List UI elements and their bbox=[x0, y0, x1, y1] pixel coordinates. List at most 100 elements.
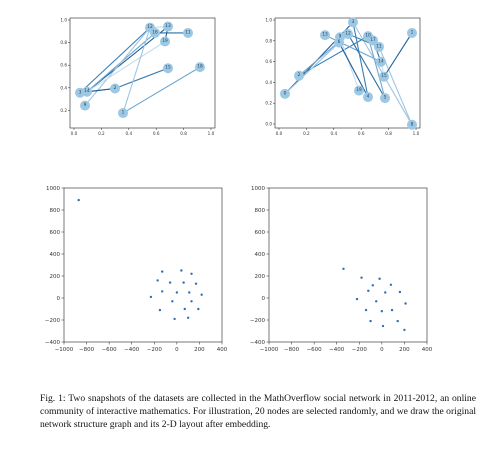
y-tick-label: 0.8 bbox=[60, 40, 67, 45]
y-tick-label: −400 bbox=[250, 340, 266, 346]
x-tick-label: 0.8 bbox=[180, 131, 187, 136]
graph-node-label: 10 bbox=[365, 33, 371, 39]
y-tick-label: 600 bbox=[50, 230, 61, 236]
x-tick-label: −200 bbox=[352, 347, 368, 353]
graph-edge bbox=[79, 27, 151, 94]
x-tick-label: 0.8 bbox=[385, 131, 392, 136]
axes-frame bbox=[268, 187, 428, 343]
x-tick-label: 0.0 bbox=[276, 131, 283, 136]
graph-node-label: 17 bbox=[370, 37, 376, 43]
y-tick-label: −400 bbox=[45, 340, 61, 346]
scatter-point bbox=[381, 324, 385, 328]
scatter-point bbox=[389, 283, 393, 286]
x-tick-label: 0.6 bbox=[153, 131, 160, 136]
y-tick-label: 0.2 bbox=[60, 108, 67, 113]
graph-node-label: 2 bbox=[114, 85, 117, 91]
scatter-point bbox=[160, 290, 164, 293]
graph-node-label: 5 bbox=[384, 95, 387, 101]
scatter-point bbox=[390, 308, 394, 312]
axes-frame bbox=[274, 17, 421, 129]
graph-node-label: 12 bbox=[345, 31, 351, 37]
graph-node-label: 1 bbox=[122, 110, 125, 116]
graph-edge bbox=[324, 34, 382, 63]
y-tick-label: 200 bbox=[255, 274, 266, 280]
scatter-point bbox=[194, 282, 198, 285]
scatter-point bbox=[182, 281, 185, 284]
scatter-point bbox=[364, 308, 368, 312]
x-tick-label: 200 bbox=[194, 347, 205, 353]
graph-node-label: 8 bbox=[411, 121, 414, 127]
graph-node-label: 15 bbox=[165, 65, 171, 71]
y-tick-label: 400 bbox=[255, 252, 266, 258]
x-tick-label: −400 bbox=[329, 347, 345, 353]
scatter-point bbox=[180, 269, 183, 272]
x-tick-label: −800 bbox=[79, 347, 95, 353]
graph-node-label: 11 bbox=[376, 43, 382, 49]
x-tick-label: −800 bbox=[284, 347, 300, 353]
y-tick-label: 0.6 bbox=[265, 59, 272, 64]
scatter-point bbox=[403, 328, 406, 332]
y-tick-label: 0.6 bbox=[60, 63, 67, 68]
scatter-point bbox=[197, 307, 200, 311]
graph-node-label: 3 bbox=[352, 19, 355, 25]
graph-node-label: 0 bbox=[284, 90, 287, 96]
scatter-point bbox=[186, 316, 190, 319]
scatter-point bbox=[190, 300, 193, 303]
graph-node-label: 18 bbox=[197, 64, 203, 70]
x-tick-label: 0.4 bbox=[330, 131, 337, 136]
graph-node-label: 16 bbox=[152, 29, 158, 35]
graph-edge bbox=[122, 66, 201, 114]
scatter-point bbox=[360, 276, 363, 279]
scatter-point bbox=[369, 319, 372, 323]
graph-node-label: 2 bbox=[298, 72, 301, 78]
scatter-point bbox=[396, 319, 399, 323]
graph-edge bbox=[383, 32, 413, 78]
y-tick-label: 0.4 bbox=[265, 80, 272, 85]
scatter-point bbox=[384, 291, 387, 294]
graph-node bbox=[348, 17, 358, 28]
graph-node bbox=[110, 83, 120, 94]
graph-node-label: 14 bbox=[84, 88, 90, 94]
y-tick-label: 600 bbox=[255, 230, 266, 236]
y-tick-label: 800 bbox=[50, 208, 61, 214]
scatter-point bbox=[168, 281, 172, 284]
graph-node-label: 12 bbox=[147, 24, 153, 30]
graph-node-label: 13 bbox=[322, 32, 328, 38]
graph-node bbox=[343, 29, 353, 40]
graph-edge bbox=[347, 33, 386, 99]
network-graph-right-svg: 1.0 0.8 0.6 0.4 0.2 0.0 0.0 0.2 0.4 0.6 0.8 1.0 3 13 9… bbox=[265, 17, 421, 136]
y-tick-label: 1.0 bbox=[265, 18, 272, 23]
scatter-point bbox=[183, 307, 186, 311]
scatter-point bbox=[375, 300, 378, 303]
graph-edge bbox=[284, 42, 340, 95]
y-tick-label: 1000 bbox=[251, 186, 265, 192]
scatter-point bbox=[156, 279, 159, 282]
graph-node-label: 19 bbox=[162, 38, 168, 44]
graph-node-label: 19 bbox=[356, 87, 362, 93]
graph-node bbox=[80, 100, 90, 111]
x-tick-label: 0.0 bbox=[71, 131, 78, 136]
scatter-point bbox=[200, 293, 203, 296]
graph-edge bbox=[114, 67, 169, 89]
graph-node bbox=[380, 93, 390, 104]
graph-edge bbox=[352, 22, 369, 98]
y-tick-label: 1.0 bbox=[60, 18, 67, 23]
graph-node bbox=[280, 88, 290, 99]
graph-node bbox=[407, 119, 417, 130]
y-tick-label: 0 bbox=[57, 296, 61, 302]
x-tick-label: 0.4 bbox=[125, 131, 132, 136]
graph-node-label: 9 bbox=[339, 34, 342, 40]
scatter-right: −1000 −800 −600 −400 −200 0 200 400 1000 800 600 40… bbox=[235, 180, 435, 355]
x-tick-label: 0.6 bbox=[358, 131, 365, 136]
scatter-point bbox=[378, 277, 381, 280]
x-tick-label: −400 bbox=[124, 347, 140, 353]
x-tick-label: 400 bbox=[422, 347, 433, 353]
x-tick-label: −600 bbox=[307, 347, 323, 353]
graph-node bbox=[320, 30, 330, 41]
scatter-point bbox=[190, 272, 193, 275]
graph-node bbox=[363, 92, 373, 103]
y-tick-label: 0.2 bbox=[265, 101, 272, 106]
graph-node bbox=[118, 108, 128, 119]
x-tick-label: −1000 bbox=[260, 347, 279, 353]
